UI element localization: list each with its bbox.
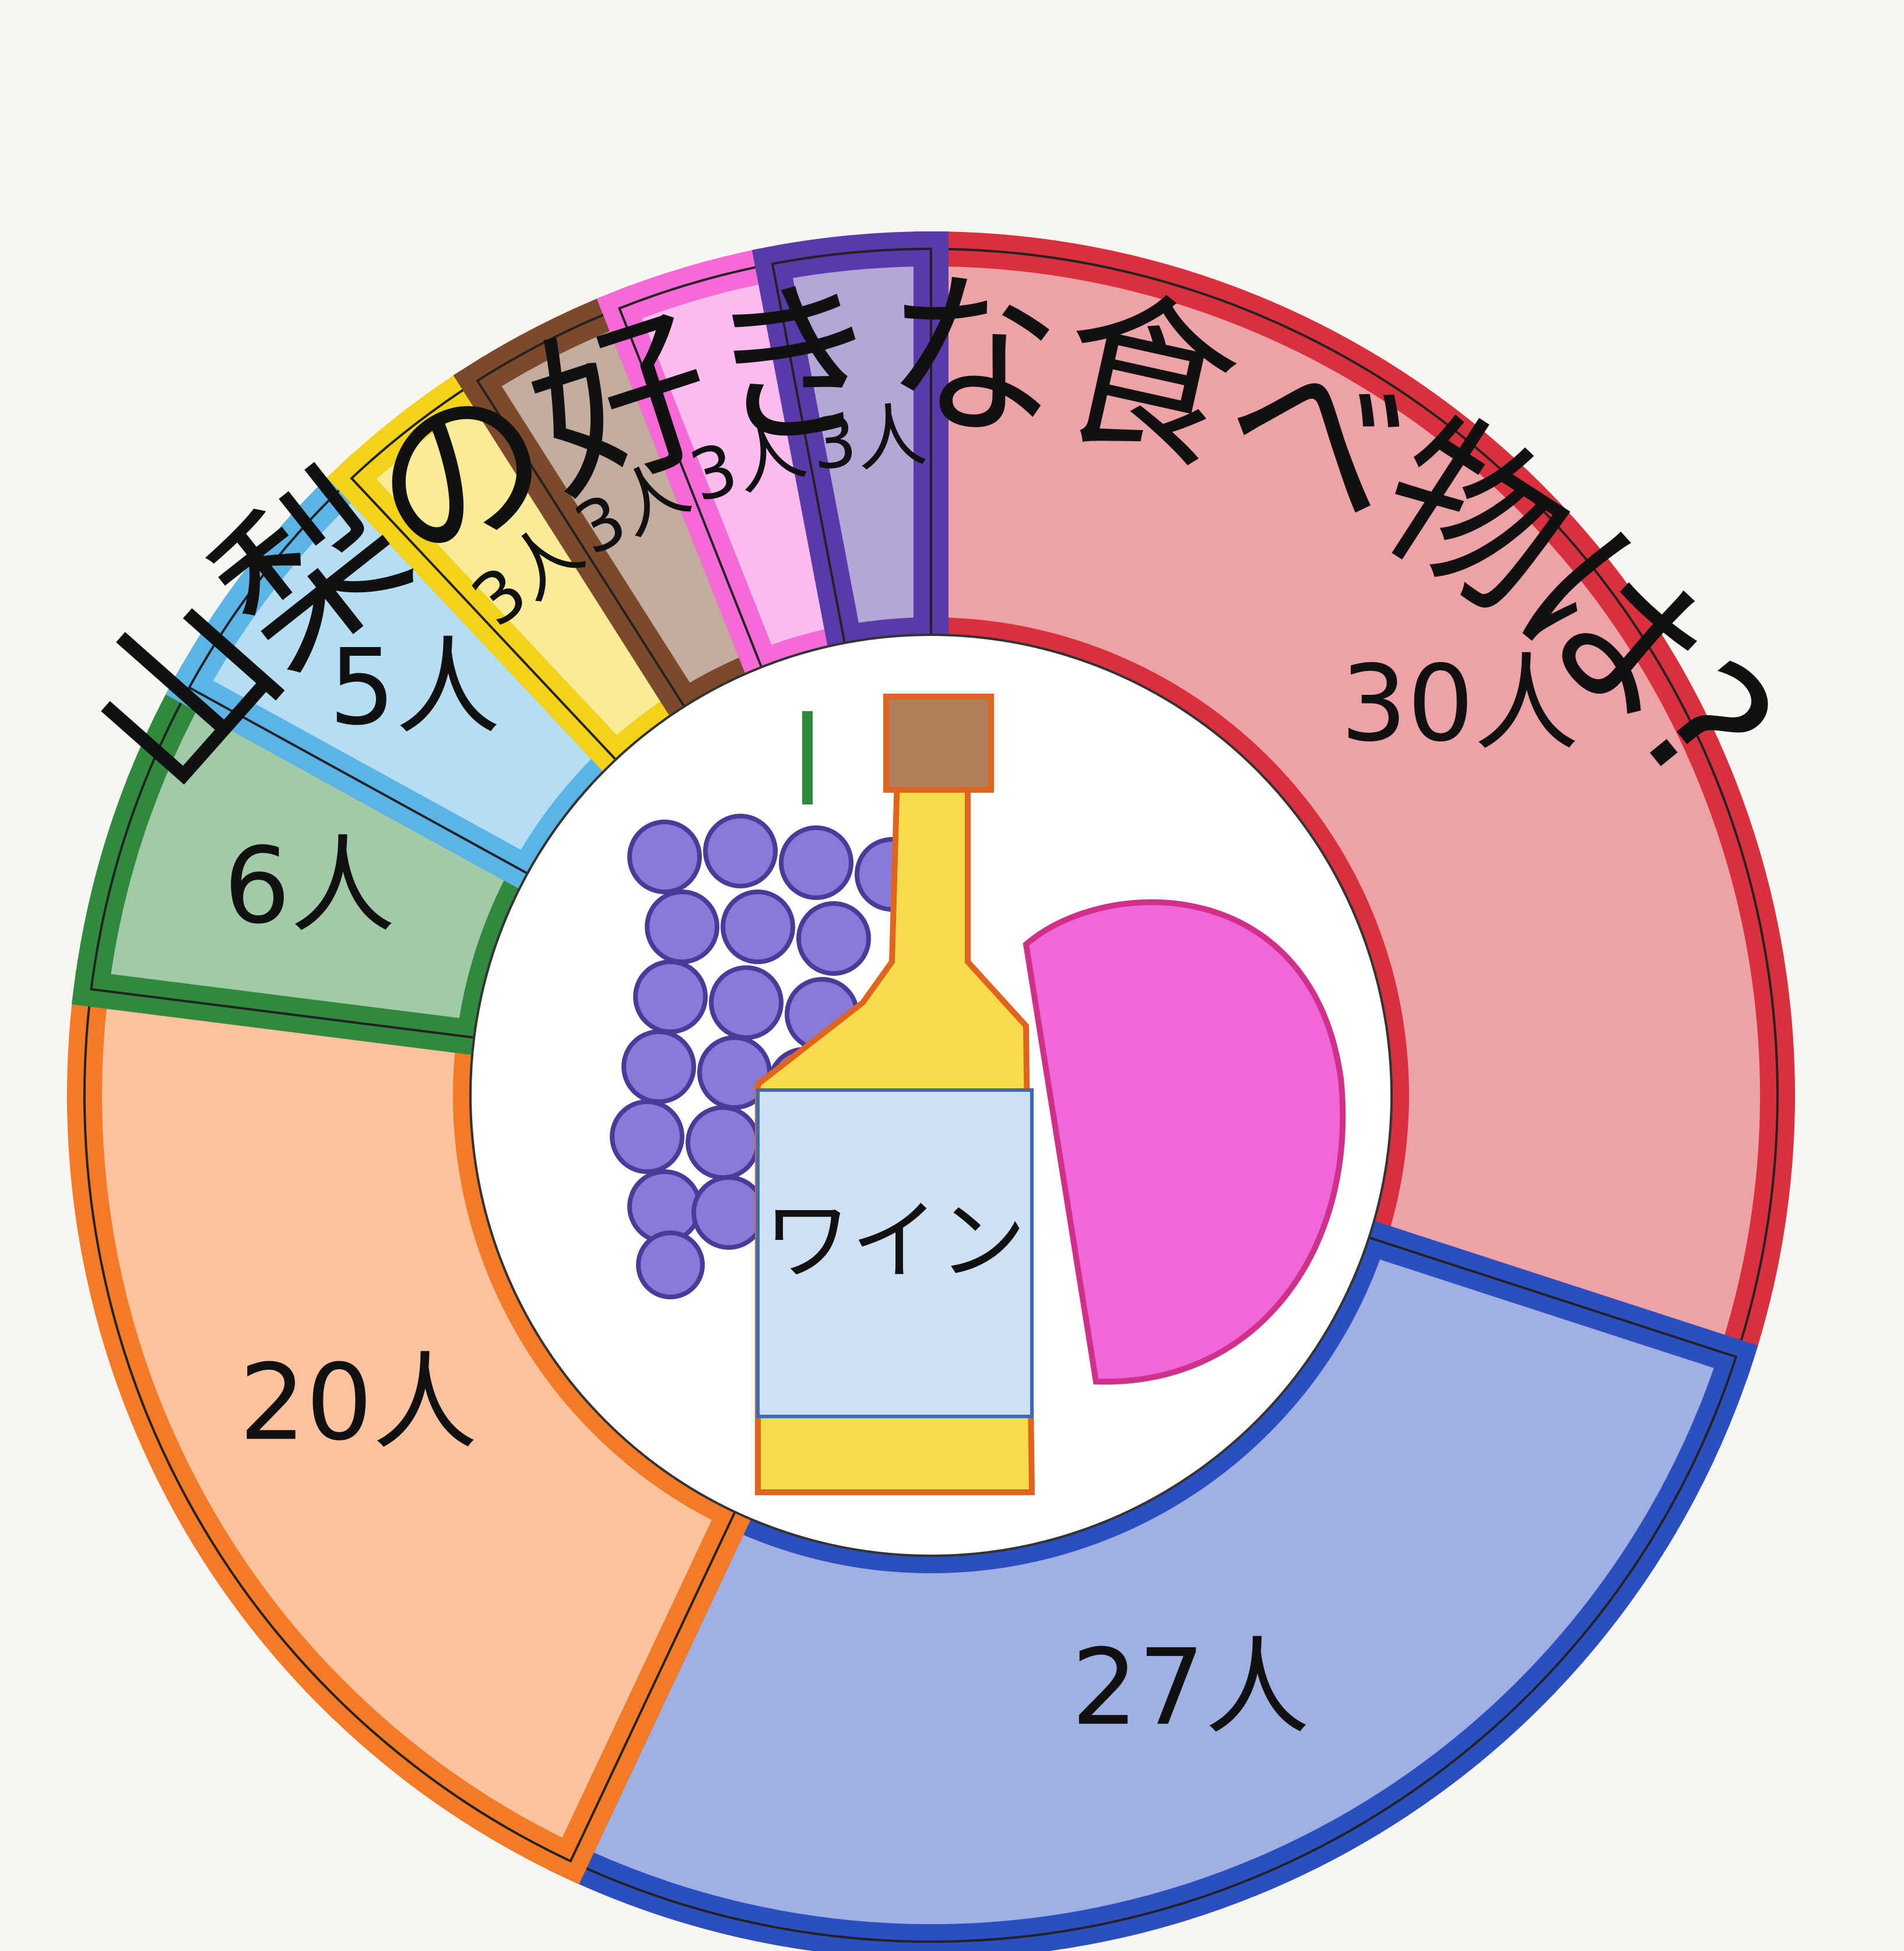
- center-text: ワイン: [764, 1191, 1026, 1292]
- peach: [1023, 899, 1346, 1385]
- value-label: 30人: [1340, 643, 1579, 765]
- bottle-label: [756, 1088, 1034, 1418]
- cork: [883, 694, 994, 793]
- center-illustration: ワイン: [610, 694, 1346, 1495]
- value-label: 6人: [224, 825, 396, 947]
- value-label: 3人: [808, 395, 930, 486]
- value-label: 5人: [329, 627, 501, 748]
- value-label: 27人: [1072, 1627, 1310, 1749]
- value-label: 20人: [239, 1342, 477, 1464]
